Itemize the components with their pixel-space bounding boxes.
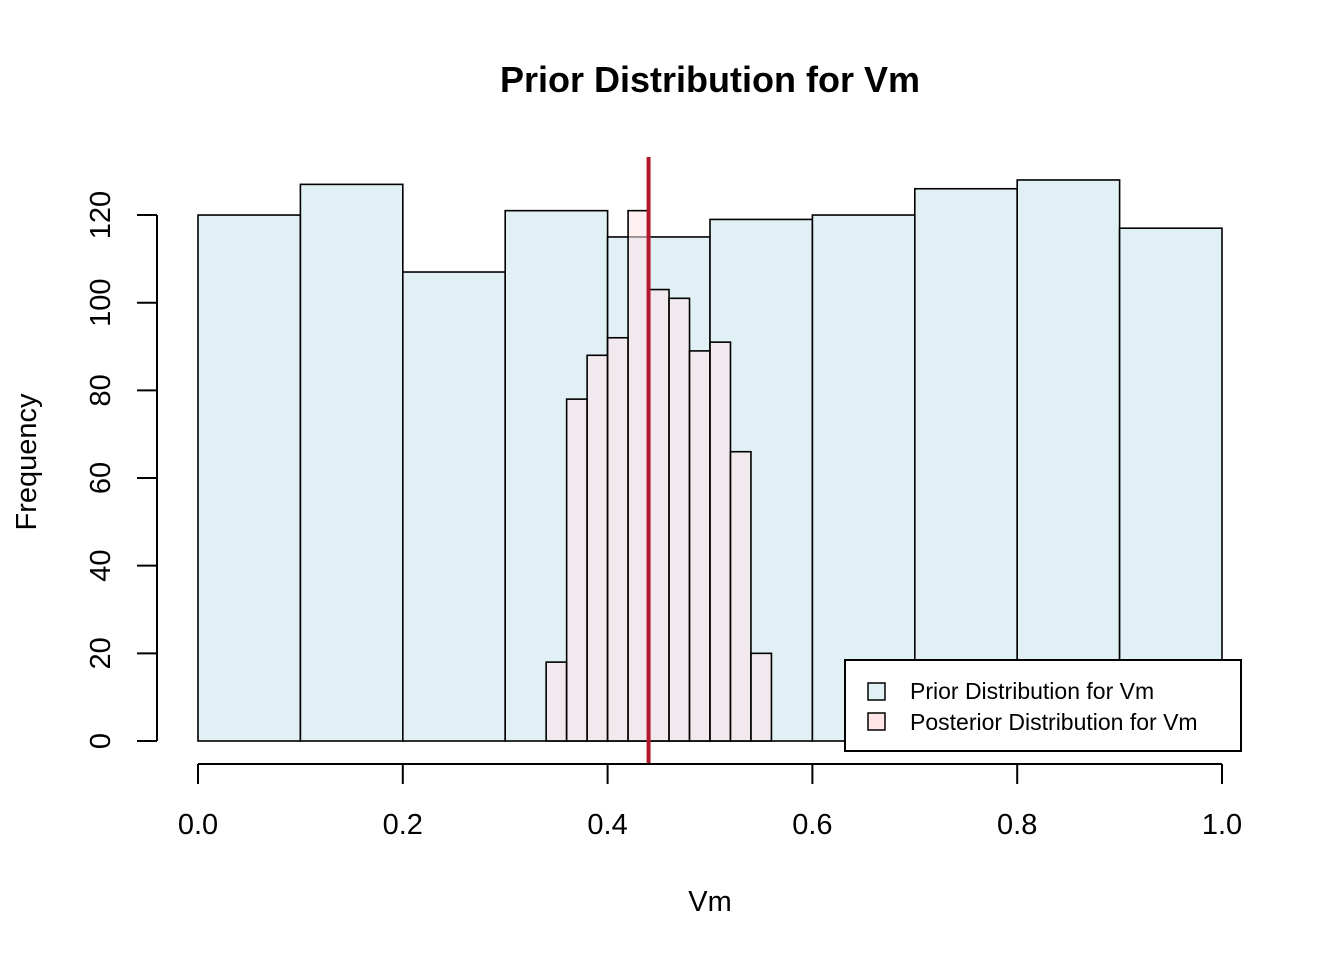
y-tick-label: 80 (85, 374, 117, 406)
y-tick-label: 40 (85, 550, 117, 582)
x-axis-label: Vm (688, 886, 732, 918)
posterior-bar (668, 297, 691, 742)
plot-area (197, 157, 1223, 764)
prior-bar (197, 214, 302, 742)
legend-label-prior: Prior Distribution for Vm (910, 678, 1154, 704)
y-tick-label: 0 (85, 733, 117, 749)
x-tick-label: 1.0 (1202, 809, 1242, 841)
legend: Prior Distribution for Vm Posterior Dist… (844, 659, 1242, 752)
posterior-bar (606, 336, 629, 742)
posterior-bar (545, 661, 568, 742)
legend-label-posterior: Posterior Distribution for Vm (910, 709, 1198, 735)
posterior-bar (750, 652, 773, 742)
x-tick-label: 0.2 (383, 809, 423, 841)
posterior-bar (709, 341, 732, 742)
y-tick-label: 20 (85, 637, 117, 669)
posterior-bar (627, 209, 650, 742)
x-axis: 0.0 0.2 0.4 0.6 0.8 1.0 (178, 763, 1242, 841)
legend-swatch-posterior (867, 712, 886, 731)
x-tick-label: 0.4 (587, 809, 627, 841)
y-axis-label: Frequency (11, 393, 43, 531)
x-tick-label: 0.8 (997, 809, 1037, 841)
posterior-bar (729, 450, 752, 742)
legend-box (844, 659, 1242, 752)
prior-series (197, 179, 1223, 742)
posterior-bar (565, 398, 588, 742)
y-tick-label: 100 (85, 279, 117, 327)
prior-bar (1016, 179, 1121, 742)
posterior-bar (647, 288, 670, 742)
x-tick-label: 0.6 (792, 809, 832, 841)
prior-bar (401, 271, 506, 742)
y-tick-label: 120 (85, 191, 117, 239)
prior-bar (1118, 227, 1223, 742)
posterior-bar (688, 350, 711, 742)
posterior-bar (586, 354, 609, 742)
x-tick-label: 0.0 (178, 809, 218, 841)
y-axis: 0 20 40 60 80 100 120 (85, 191, 158, 749)
y-tick-label: 60 (85, 462, 117, 494)
prior-bar (913, 187, 1018, 742)
prior-bar (299, 183, 404, 742)
legend-swatch-prior (867, 682, 886, 701)
chart-title: Prior Distribution for Vm (500, 59, 920, 100)
